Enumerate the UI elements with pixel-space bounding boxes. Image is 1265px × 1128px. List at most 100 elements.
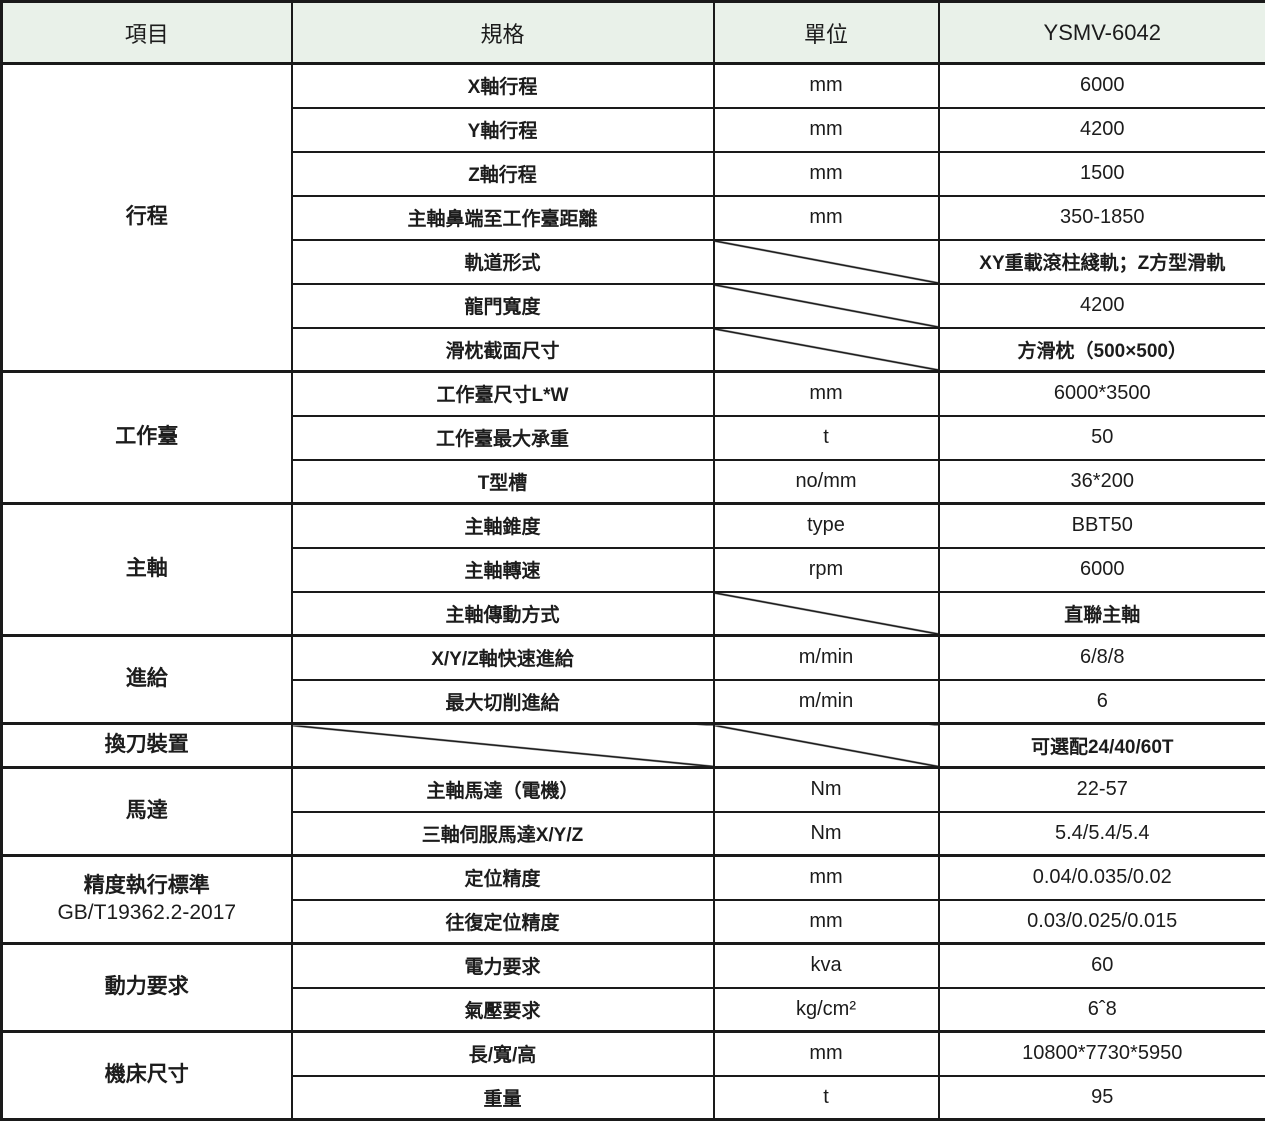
table-row: 精度執行標準 GB/T19362.2-2017 定位精度 mm 0.04/0.035/0… [0,854,1265,945]
table-row: 主軸轉速 rpm 6000 [2,546,1265,593]
item-label-line: 機床尺寸 [104,1063,189,1087]
value-cell: 4200 [937,106,1265,153]
table-row: 軌道形式 XY重載滾柱綫軌；Z方型滑軌 [2,238,1265,285]
spec-cell: 主軸傳動方式 [290,590,715,637]
table-row: Y軸行程 mm 4200 [2,106,1265,153]
na-slash-cell [712,326,940,373]
spec-cell: 滑枕截面尺寸 [290,326,715,373]
table-row: 進給 X/Y/Z軸快速進給 m/min 6/8/8 [0,634,1265,725]
spec-cell: 工作臺最大承重 [290,414,715,461]
spec-cell: 電力要求 [290,942,715,989]
spec-cell: X軸行程 [290,62,715,109]
item-cell: 行程 [0,62,293,373]
item-cell: 工作臺 [0,370,293,505]
spec-cell: 定位精度 [290,854,715,901]
spec-cell: 龍門寬度 [290,282,715,329]
spec-cell: 主軸轉速 [290,546,715,593]
value-cell: 方滑枕（500×500） [937,326,1265,373]
item-label-line: 馬達 [125,799,168,823]
header-cell-unit: 單位 [712,0,940,65]
na-slash-cell [712,282,940,329]
spec-cell: T型槽 [290,458,715,505]
unit-cell: Nm [712,766,940,813]
header-cell-spec: 規格 [290,0,715,65]
table-header: 項目 規格 單位 YSMV-6042 [0,0,1265,65]
unit-cell: t [712,1074,940,1121]
value-cell: 350-1850 [937,194,1265,241]
unit-cell: t [712,414,940,461]
value-cell: 直聯主軸 [937,590,1265,637]
table-row: T型槽 no/mm 36*200 [2,458,1265,505]
item-label-line: 動力要求 [104,975,189,999]
item-label-line: 工作臺 [115,425,179,449]
table-row: 馬達 主軸馬達（電機） Nm 22-57 [0,766,1265,857]
item-label-line: 換刀裝置 [104,733,189,757]
value-cell: 6/8/8 [937,634,1265,681]
table-row: 三軸伺服馬達X/Y/Z Nm 5.4/5.4/5.4 [2,810,1265,857]
item-cell: 馬達 [0,766,293,857]
item-cell: 精度執行標準 GB/T19362.2-2017 [0,854,293,945]
item-label-line: 主軸 [125,557,168,581]
value-cell: 6ˆ8 [937,986,1265,1033]
spec-cell: 主軸鼻端至工作臺距離 [290,194,715,241]
spec-cell: 三軸伺服馬達X/Y/Z [290,810,715,857]
item-cell: 換刀裝置 [0,722,293,769]
table-row: 最大切削進給 m/min 6 [2,678,1265,725]
header-row: 項目 規格 單位 YSMV-6042 [0,0,1265,65]
table-row: 重量 t 95 [2,1074,1265,1121]
value-cell: 6 [937,678,1265,725]
na-slash-cell [712,238,940,285]
value-cell: 10800*7730*5950 [937,1030,1265,1077]
table-row: 機床尺寸 長/寬/高 mm 10800*7730*5950 [0,1030,1265,1121]
table-row: 動力要求 電力要求 kva 60 [0,942,1265,1033]
value-cell: 60 [937,942,1265,989]
spec-cell: 長/寬/高 [290,1030,715,1077]
value-cell: XY重載滾柱綫軌；Z方型滑軌 [937,238,1265,285]
table-row: 主軸鼻端至工作臺距離 mm 350-1850 [2,194,1265,241]
table-row: 工作臺 工作臺尺寸L*W mm 6000*3500 [0,370,1265,505]
table-row: 主軸傳動方式 直聯主軸 [2,590,1265,637]
spec-cell: Y軸行程 [290,106,715,153]
unit-cell: mm [712,370,940,417]
value-cell: 1500 [937,150,1265,197]
item-label-line: 進給 [125,667,168,691]
unit-cell: kg/cm² [712,986,940,1033]
item-cell: 主軸 [0,502,293,637]
spec-cell: 最大切削進給 [290,678,715,725]
value-cell: 36*200 [937,458,1265,505]
table-row: 行程 X軸行程 mm 6000 [0,62,1265,373]
table-row: Z軸行程 mm 1500 [2,150,1265,197]
value-cell: 5.4/5.4/5.4 [937,810,1265,857]
spec-cell: 往復定位精度 [290,898,715,945]
value-cell: 50 [937,414,1265,461]
spec-cell: 主軸錐度 [290,502,715,549]
value-cell: 6000 [937,546,1265,593]
spec-cell: Z軸行程 [290,150,715,197]
unit-cell: mm [712,106,940,153]
header-cell-model: YSMV-6042 [937,0,1265,65]
item-label-line: GB/T19362.2-2017 [57,900,237,924]
spec-table-body: 行程 X軸行程 mm 6000 Y軸行程 mm 4200 Z軸行程 mm 1500 主軸鼻端至工作臺… [0,62,1265,1121]
unit-cell: m/min [712,634,940,681]
item-label-line: 行程 [125,205,168,229]
value-cell: 4200 [937,282,1265,329]
na-slash-cell [290,722,715,769]
value-cell: BBT50 [937,502,1265,549]
value-cell: 6000 [937,62,1265,109]
unit-cell: mm [712,194,940,241]
value-cell: 95 [937,1074,1265,1121]
spec-cell: 工作臺尺寸L*W [290,370,715,417]
value-cell: 可選配24/40/60T [937,722,1265,769]
unit-cell: mm [712,62,940,109]
unit-cell: Nm [712,810,940,857]
table-row: 往復定位精度 mm 0.03/0.025/0.015 [2,898,1265,945]
unit-cell: mm [712,898,940,945]
value-cell: 0.03/0.025/0.015 [937,898,1265,945]
spec-cell: 軌道形式 [290,238,715,285]
table-row: 滑枕截面尺寸 方滑枕（500×500） [2,326,1265,373]
spec-cell: 重量 [290,1074,715,1121]
table-row: 氣壓要求 kg/cm² 6ˆ8 [2,986,1265,1033]
unit-cell: mm [712,854,940,901]
